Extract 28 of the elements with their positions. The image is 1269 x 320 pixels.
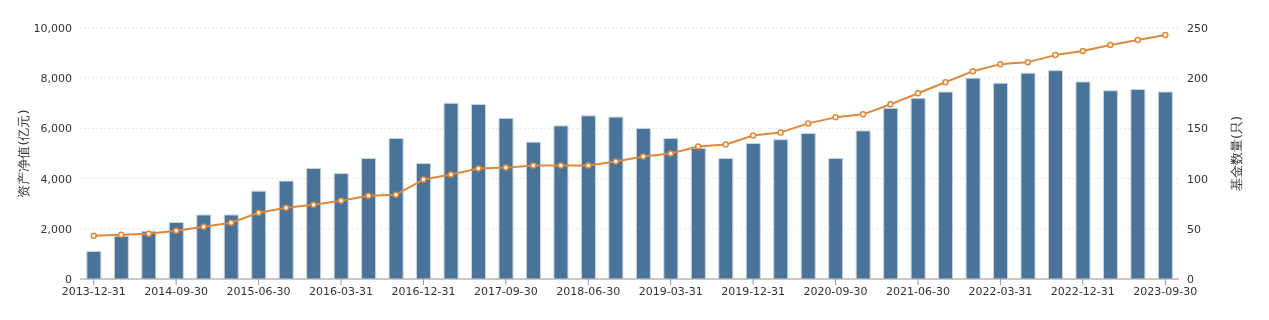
y2-tick-label: 250 [1187, 21, 1208, 35]
x-tick-label: 2020-09-30 [803, 284, 868, 298]
y-tick-label: 4,000 [40, 172, 72, 186]
x-tick-label: 2022-12-31 [1050, 284, 1115, 298]
y-tick-label: 10,000 [33, 21, 72, 35]
y2-axis-title: 基金数量(只) [1228, 115, 1244, 192]
y-tick-label: 8,000 [40, 72, 72, 86]
x-tick-label: 2014-09-30 [144, 284, 209, 298]
x-tick-label: 2015-06-30 [226, 284, 291, 298]
x-tick-label: 2023-09-30 [1133, 284, 1198, 298]
x-tick-label: 2022-03-31 [968, 284, 1033, 298]
x-tick-label: 2019-12-31 [721, 284, 786, 298]
x-tick-label: 2016-12-31 [391, 284, 456, 298]
x-tick-label: 2021-06-30 [886, 284, 950, 298]
y-tick-label: 0 [65, 272, 72, 286]
y2-tick-label: 150 [1187, 122, 1208, 136]
x-tick-label: 2013-12-31 [61, 284, 126, 298]
y-axis-title: 资产净值(亿元) [15, 109, 31, 198]
y2-tick-label: 0 [1187, 272, 1194, 286]
y2-tick-label: 100 [1187, 172, 1208, 186]
x-tick-label: 2018-06-30 [556, 284, 621, 298]
x-tick-label: 2017-09-30 [473, 284, 538, 298]
y2-tick-label: 50 [1187, 222, 1201, 236]
y-tick-label: 2,000 [40, 222, 72, 236]
x-tick-label: 2019-03-31 [638, 284, 703, 298]
y-tick-label: 6,000 [40, 122, 72, 136]
x-tick-label: 2016-03-31 [309, 284, 373, 298]
y2-tick-label: 200 [1187, 72, 1208, 86]
